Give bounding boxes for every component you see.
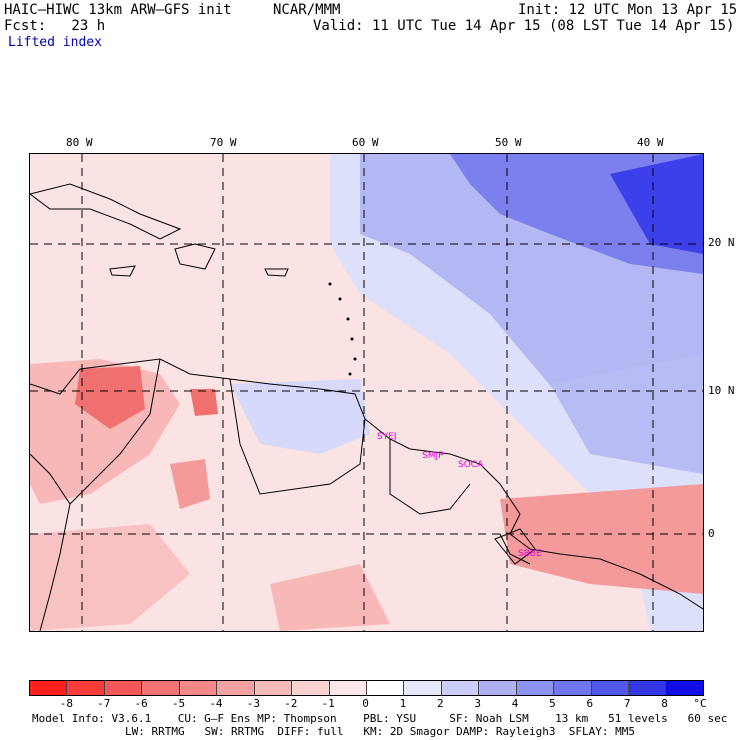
color-scale-tick: -2 (284, 697, 298, 710)
color-scale-tick: 8 (661, 697, 668, 710)
color-swatch (104, 681, 143, 695)
color-swatch (30, 681, 68, 695)
lon-label-40w: 40 W (637, 136, 664, 149)
color-swatch (591, 681, 629, 695)
pacific-coast (30, 453, 71, 631)
color-scale-tick: -4 (209, 697, 223, 710)
color-scale-tick: -3 (246, 697, 260, 710)
model-info-line2: LW: RRTMG SW: RRTMG DIFF: full KM: 2D Sm… (125, 725, 635, 738)
color-scale-tick: 3 (474, 697, 481, 710)
color-swatch (366, 681, 405, 695)
site-label-smjp: SMJP (422, 451, 444, 461)
color-scale-tick: 0 (362, 697, 369, 710)
unstable-region-strong (75, 366, 145, 429)
unstable-region-pacific (30, 524, 190, 631)
colombia-border (69, 358, 161, 505)
venezuela-blue-patch (230, 379, 370, 454)
venezuela-border (229, 378, 366, 495)
hispaniola-coast (174, 243, 216, 270)
stable-region-east-blue (550, 354, 703, 474)
graticule (30, 154, 703, 631)
init-time: Init: 12 UTC Mon 13 Apr 15 (518, 2, 738, 18)
color-swatch (404, 681, 442, 695)
marajo-island (494, 528, 536, 565)
color-swatch (179, 681, 218, 695)
color-scale-tick: 7 (623, 697, 631, 710)
color-scale-unit: °C (693, 697, 707, 710)
lon-label-60w: 60 W (352, 136, 379, 149)
lat-label-0: 0 (708, 527, 715, 540)
valid-time: Valid: 11 UTC Tue 14 Apr 15 (08 LST Tue … (313, 18, 735, 34)
lesser-antilles (328, 282, 357, 376)
south-america-north-coast (30, 358, 703, 610)
organization-label: NCAR/MMM (273, 2, 341, 18)
color-swatch (329, 681, 367, 695)
color-scale-tick: 1 (399, 697, 407, 710)
model-title: HAIC–HIWC 13km ARW–GFS init (4, 2, 232, 18)
amapa-coast (499, 533, 531, 565)
color-scale-tick: 5 (549, 697, 556, 710)
unstable-patch-south (270, 564, 390, 631)
color-swatch (292, 681, 330, 695)
color-swatch (666, 681, 703, 695)
color-scale (29, 680, 704, 696)
puerto-rico-coast (264, 268, 289, 277)
color-swatch (217, 681, 255, 695)
color-scale-tick: 2 (436, 697, 444, 710)
unstable-patch-colombia (170, 459, 210, 509)
color-swatch (67, 681, 105, 695)
lon-label-70w: 70 W (210, 136, 237, 149)
guyana-border (389, 439, 471, 515)
color-scale-tick: -7 (97, 697, 111, 710)
color-swatch (254, 681, 293, 695)
color-scale-tick: -1 (321, 697, 335, 710)
lon-label-50w: 50 W (495, 136, 522, 149)
unstable-region-amazon (500, 484, 703, 594)
color-scale-tick: -6 (134, 697, 148, 710)
unstable-core-maracaibo (190, 389, 218, 416)
coastlines (30, 183, 703, 631)
color-scale-tick: 4 (511, 697, 519, 710)
map-canvas (30, 154, 703, 631)
color-swatch (629, 681, 667, 695)
lat-label-10n: 10 N (708, 384, 735, 397)
site-label-syej: SYEJ (377, 432, 397, 442)
color-scale-tick: -8 (59, 697, 73, 710)
field-name: Lifted index (8, 35, 102, 50)
model-info-line1: Model Info: V3.6.1 CU: G–F Ens MP: Thomp… (32, 712, 728, 725)
stable-region-deep-blue (610, 154, 703, 254)
color-scale-tick: -5 (171, 697, 186, 710)
jamaica-coast (109, 265, 136, 277)
cuba-coast (30, 183, 182, 240)
lifted-index-map (29, 153, 704, 632)
color-swatch (142, 681, 180, 695)
color-swatch (479, 681, 517, 695)
lon-label-80w: 80 W (66, 136, 93, 149)
site-label-soca: SOCA (458, 460, 484, 470)
lat-label-20n: 20 N (708, 236, 735, 249)
color-swatch (516, 681, 555, 695)
site-label-sbbe: SBBE (518, 549, 542, 559)
forecast-hour: Fcst: 23 h (4, 18, 106, 34)
color-swatch (441, 681, 480, 695)
color-swatch (554, 681, 592, 695)
color-scale-tick: 6 (586, 697, 594, 710)
